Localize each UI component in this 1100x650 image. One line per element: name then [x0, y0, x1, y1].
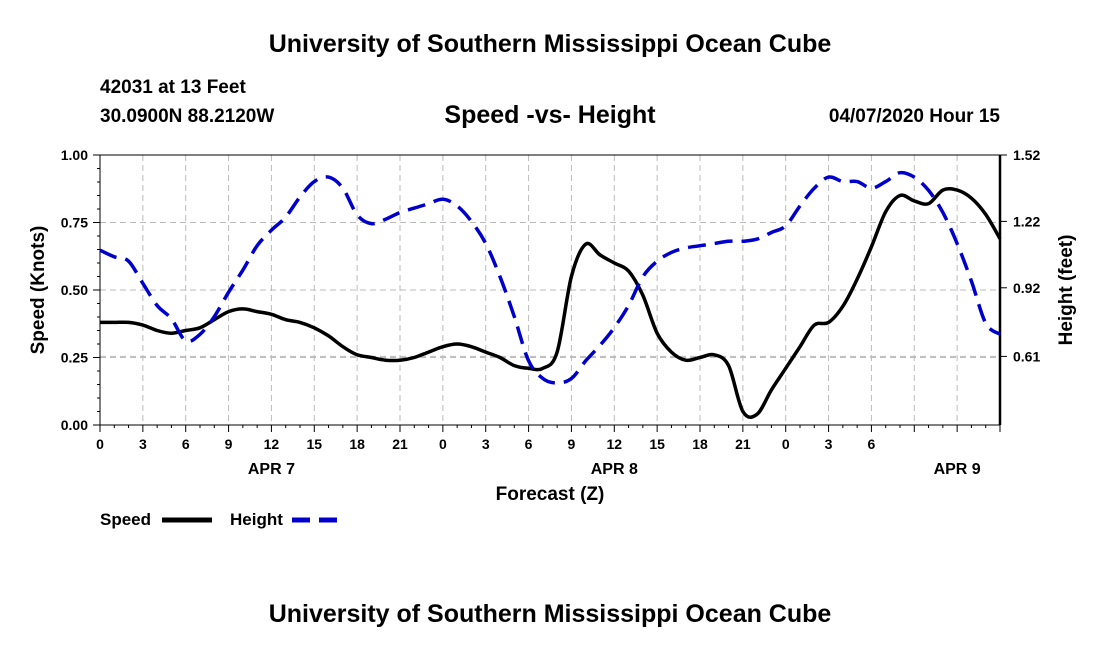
x-tick-label: 6: [182, 436, 190, 452]
y-left-axis-title: Speed (Knots): [28, 226, 49, 355]
x-tick-label: 3: [825, 436, 833, 452]
series-line-height: [99, 170, 1002, 385]
forecast-datetime: 04/07/2020 Hour 15: [828, 106, 1000, 127]
station-label: 42031 at 13 Feet: [100, 77, 246, 98]
y-left-tick-label: 0.25: [61, 350, 88, 366]
page-title: University of Southern Mississippi Ocean…: [268, 30, 832, 58]
x-tick-label: 0: [439, 436, 447, 452]
x-day-label: APR 9: [934, 461, 981, 478]
series-line-speed: [100, 186, 1002, 419]
legend-label-height: Height: [230, 510, 283, 529]
x-tick-label: 9: [225, 436, 233, 452]
x-tick-label: 15: [649, 436, 665, 452]
x-tick-label: 9: [568, 436, 576, 452]
x-tick-label: 18: [692, 436, 708, 452]
chart-title: Speed -vs- Height: [444, 101, 656, 129]
x-tick-label: 0: [96, 436, 104, 452]
y-left-tick-label: 0.75: [61, 215, 88, 231]
y-left-tick-label: 0.00: [61, 417, 88, 433]
x-day-label: APR 7: [248, 461, 295, 478]
legend: Speed Height: [100, 510, 342, 529]
x-axis-title: Forecast (Z): [496, 484, 605, 505]
x-tick-label: 21: [735, 436, 751, 452]
y-left-tick-label: 0.50: [61, 282, 88, 298]
y-right-tick-label: 0.92: [1013, 280, 1040, 296]
axes: 0 3 6 9 12 15 18 21 0 3 6 9 12 15 18 21 0 3 6 APR 7 APR 8 APR…: [28, 147, 1077, 505]
y-left-tick-label: 1.00: [61, 147, 88, 163]
x-tick-label: 0: [782, 436, 790, 452]
x-tick-label: 18: [349, 436, 365, 452]
footer-title: University of Southern Mississippi Ocean…: [268, 600, 832, 628]
y-right-tick-label: 1.22: [1013, 213, 1040, 229]
x-tick-label: 21: [392, 436, 408, 452]
x-tick-label: 15: [306, 436, 322, 452]
x-tick-label: 12: [264, 436, 280, 452]
grid-lines: [100, 155, 1000, 425]
series-lines: [99, 170, 1002, 419]
x-day-label: APR 8: [591, 461, 638, 478]
x-tick-label: 6: [868, 436, 876, 452]
y-right-axis-title: Height (feet): [1056, 235, 1077, 346]
x-tick-label: 6: [525, 436, 533, 452]
x-tick-label: 12: [606, 436, 622, 452]
x-tick-label: 3: [482, 436, 490, 452]
y-right-tick-label: 1.52: [1013, 147, 1040, 163]
x-tick-label: 3: [139, 436, 147, 452]
coordinates-label: 30.0900N 88.2120W: [100, 106, 275, 127]
y-right-tick-label: 0.61: [1013, 348, 1040, 364]
legend-label-speed: Speed: [100, 510, 151, 529]
plot-frame: [99, 154, 1002, 426]
